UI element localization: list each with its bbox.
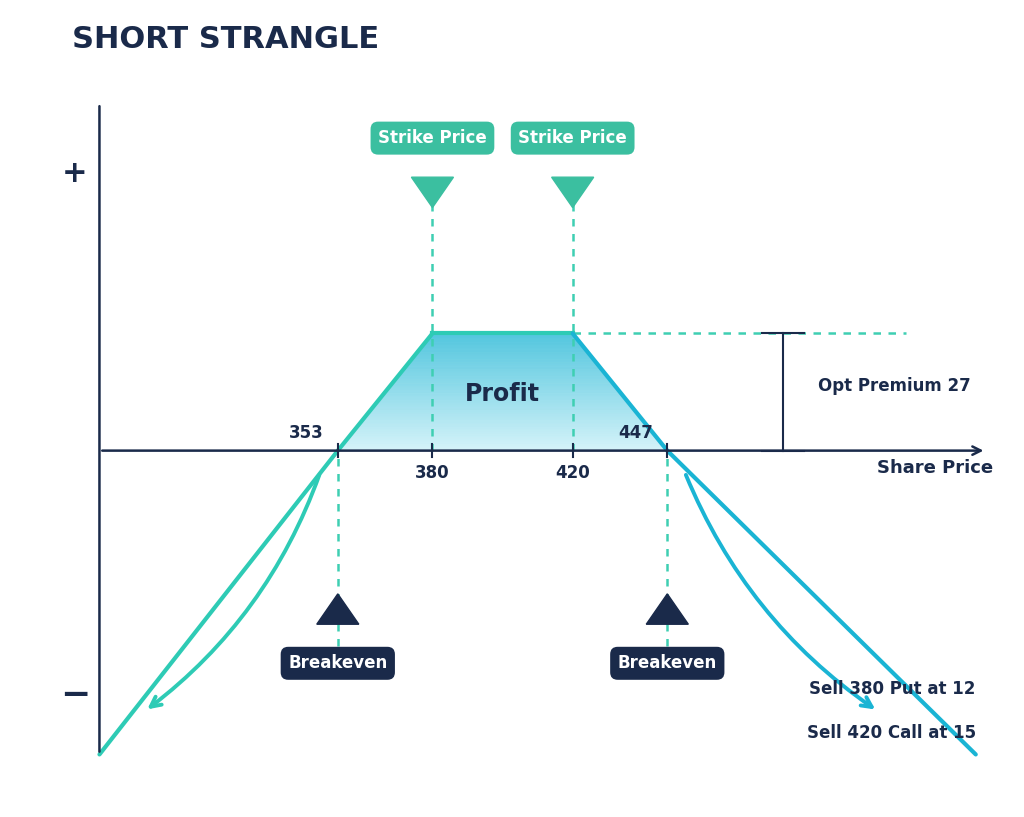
Text: Strike Price: Strike Price bbox=[378, 129, 486, 147]
Polygon shape bbox=[316, 594, 358, 624]
Text: 420: 420 bbox=[555, 464, 590, 482]
Text: 447: 447 bbox=[618, 424, 653, 442]
Text: 380: 380 bbox=[415, 464, 450, 482]
Polygon shape bbox=[552, 177, 594, 208]
Text: 353: 353 bbox=[289, 424, 324, 442]
Text: Breakeven: Breakeven bbox=[617, 654, 717, 672]
Text: Share Price: Share Price bbox=[878, 459, 993, 477]
Text: Breakeven: Breakeven bbox=[288, 654, 387, 672]
Text: −: − bbox=[59, 678, 90, 712]
Text: +: + bbox=[62, 159, 88, 189]
Text: Sell 420 Call at 15: Sell 420 Call at 15 bbox=[807, 724, 976, 742]
Text: SHORT STRANGLE: SHORT STRANGLE bbox=[72, 25, 379, 53]
Text: Profit: Profit bbox=[465, 382, 540, 406]
Polygon shape bbox=[412, 177, 454, 208]
Text: Strike Price: Strike Price bbox=[518, 129, 627, 147]
Polygon shape bbox=[646, 594, 688, 624]
Text: Sell 380 Put at 12: Sell 380 Put at 12 bbox=[809, 681, 976, 699]
Text: Opt Premium 27: Opt Premium 27 bbox=[818, 377, 971, 395]
